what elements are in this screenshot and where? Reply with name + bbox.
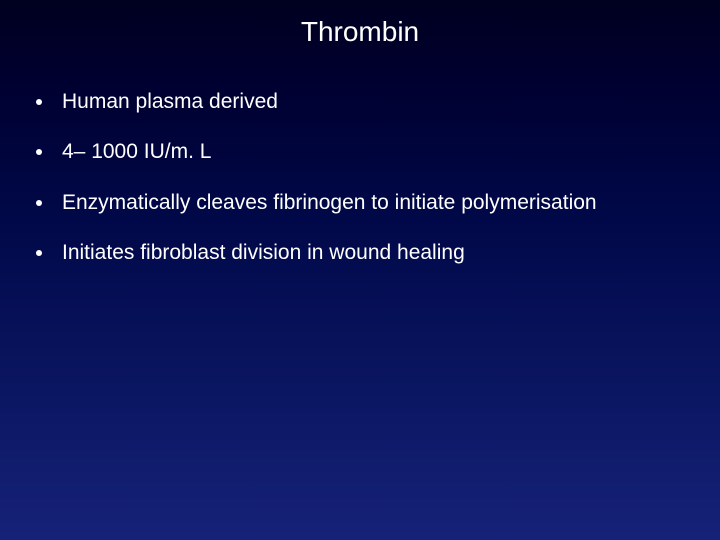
bullet-dot-icon	[36, 200, 42, 206]
slide: Thrombin Human plasma derived 4– 1000 IU…	[0, 0, 720, 540]
bullet-text: Enzymatically cleaves fibrinogen to init…	[62, 189, 700, 217]
bullet-item: Human plasma derived	[36, 88, 700, 116]
slide-content: Human plasma derived 4– 1000 IU/m. L Enz…	[36, 88, 700, 289]
bullet-dot-icon	[36, 99, 42, 105]
bullet-item: 4– 1000 IU/m. L	[36, 138, 700, 166]
bullet-item: Enzymatically cleaves fibrinogen to init…	[36, 189, 700, 217]
bullet-item: Initiates fibroblast division in wound h…	[36, 239, 700, 267]
slide-title: Thrombin	[0, 16, 720, 48]
bullet-text: 4– 1000 IU/m. L	[62, 138, 700, 166]
bullet-dot-icon	[36, 149, 42, 155]
bullet-text: Human plasma derived	[62, 88, 700, 116]
bullet-text: Initiates fibroblast division in wound h…	[62, 239, 700, 267]
bullet-dot-icon	[36, 250, 42, 256]
